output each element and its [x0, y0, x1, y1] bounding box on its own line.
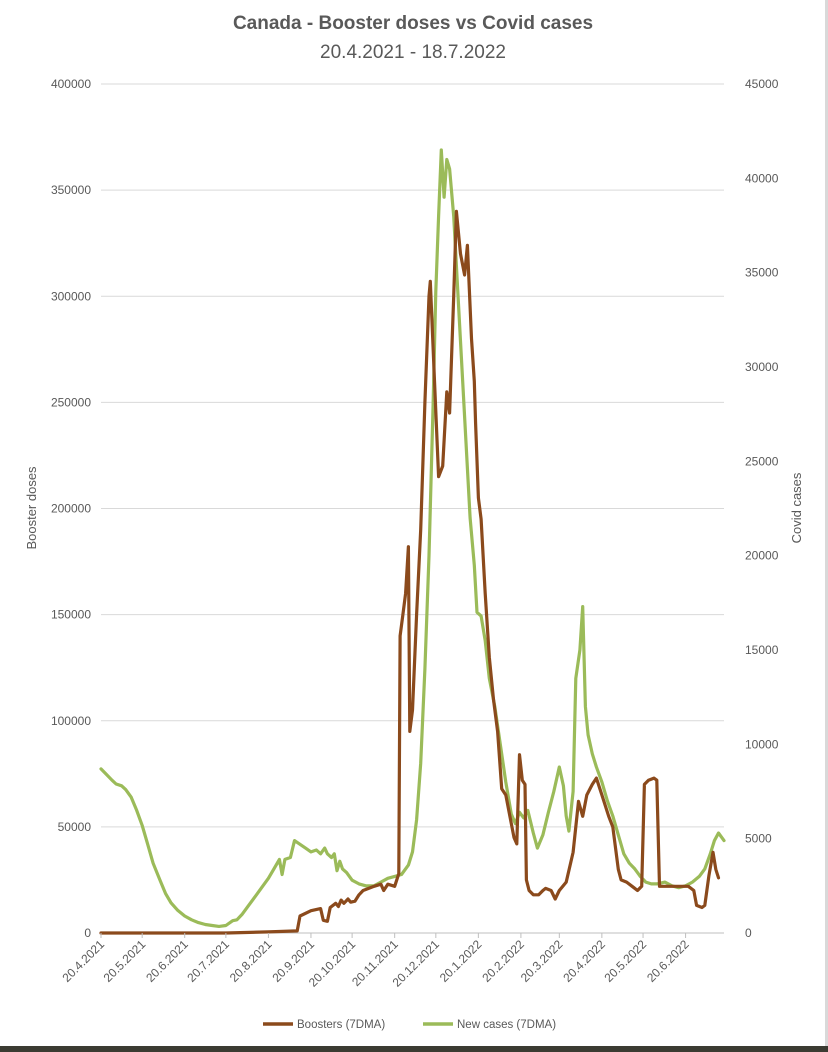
x-tick-label: 20.6.2022 [644, 937, 692, 985]
legend-label-new-cases: New cases (7DMA) [457, 1019, 556, 1031]
left-tick-label: 200000 [51, 502, 91, 516]
left-tick-label: 150000 [51, 608, 91, 622]
x-tick-label: 20.5.2022 [602, 937, 650, 985]
left-tick-label: 400000 [51, 77, 91, 91]
right-axis-ticks: 0 5000 10000 15000 20000 25000 30000 35000 40000… [745, 77, 779, 940]
x-tick-label: 20.8.2021 [227, 937, 275, 985]
gridlines [101, 83, 724, 934]
chart-title: Canada - Booster doses vs Covid cases [233, 13, 593, 34]
x-tick-label: 20.3.2022 [518, 937, 566, 985]
series-line-new-cases [99, 148, 726, 929]
right-tick-label: 30000 [745, 360, 779, 374]
x-axis-ticks: 20.4.202120.5.202120.6.202120.7.202120.8… [59, 933, 692, 990]
right-tick-label: 0 [745, 926, 752, 940]
right-tick-label: 40000 [745, 171, 779, 185]
x-tick-label: 20.6.2021 [143, 937, 191, 985]
right-tick-label: 45000 [745, 77, 779, 91]
left-axis-title: Booster doses [24, 466, 39, 550]
right-tick-label: 35000 [745, 266, 779, 280]
x-tick-label: 20.5.2021 [101, 937, 149, 985]
left-tick-label: 100000 [51, 714, 91, 728]
right-tick-label: 20000 [745, 549, 779, 563]
right-tick-label: 5000 [745, 832, 772, 846]
right-tick-label: 25000 [745, 454, 779, 468]
left-tick-label: 0 [84, 926, 91, 940]
legend: Boosters (7DMA) New cases (7DMA) [263, 1019, 556, 1031]
x-tick-label: 20.4.2022 [560, 937, 608, 985]
left-axis-ticks: 0 50000 100000 150000 200000 250000 300000 3500… [51, 77, 91, 940]
right-tick-label: 15000 [745, 643, 779, 657]
left-tick-label: 250000 [51, 395, 91, 409]
right-frame-border [825, 0, 828, 1052]
series-layer [99, 148, 726, 935]
left-tick-label: 300000 [51, 289, 91, 303]
series-line-boosters [99, 209, 721, 935]
right-tick-label: 10000 [745, 737, 779, 751]
chart-subtitle: 20.4.2021 - 18.7.2022 [320, 42, 506, 63]
left-tick-label: 350000 [51, 183, 91, 197]
legend-label-boosters: Boosters (7DMA) [297, 1019, 385, 1031]
right-axis-title: Covid cases [789, 472, 804, 543]
x-tick-label: 20.1.2022 [437, 937, 485, 985]
x-tick-label: 20.7.2021 [184, 937, 232, 985]
left-tick-label: 50000 [58, 820, 92, 834]
bottom-edge-bar [0, 1046, 828, 1052]
x-tick-label: 20.4.2021 [59, 937, 107, 985]
